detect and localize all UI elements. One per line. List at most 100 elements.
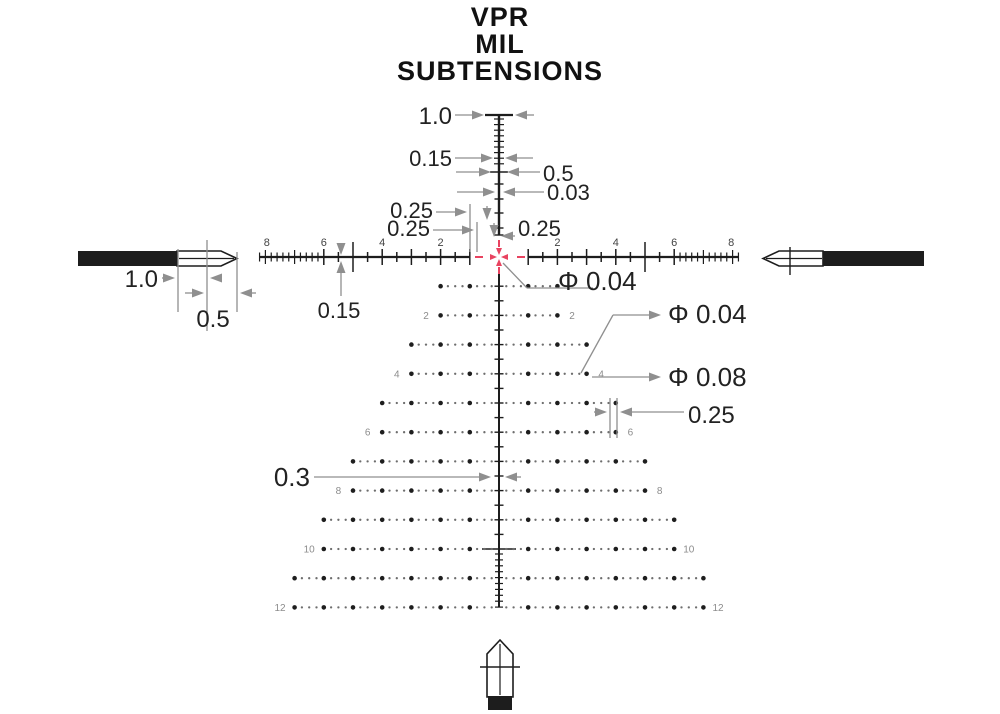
tree-dot-small [432, 606, 435, 609]
tree-dot-small [570, 372, 574, 375]
tree-dot-large [467, 605, 473, 610]
tree-dot-small [512, 431, 515, 434]
tree-dot-small [519, 547, 523, 551]
tree-dot-small [548, 431, 552, 434]
tree-dot-small [505, 577, 508, 580]
tree-row-label-left-2: 2 [423, 311, 429, 322]
annotation-large-dot-diameter: Φ 0.08 [592, 362, 747, 392]
tree-dot-large [467, 546, 473, 552]
tree-dot-small [519, 577, 523, 580]
tree-dot-small [636, 460, 639, 463]
tree-dot-large [525, 400, 531, 406]
tree-dot-small [651, 518, 654, 521]
title-line-2: MIL [475, 29, 525, 59]
tree-dot-small [483, 518, 486, 521]
tree-dot-small [424, 489, 428, 492]
right-post-solid-bar [823, 251, 924, 266]
tree-dot-small [432, 547, 435, 551]
tree-row-label-left-6: 6 [365, 428, 371, 439]
tree-dot-small [475, 518, 479, 521]
arrowhead-right [455, 207, 467, 217]
tree-dot-small [592, 518, 596, 521]
tree-dot-small [512, 489, 515, 492]
tree-dot-large [438, 605, 443, 610]
tree-dot-small [519, 518, 523, 521]
tree-dot-small [541, 431, 544, 434]
tree-dot-large [438, 488, 443, 493]
tree-dot-small [534, 577, 537, 580]
annotation-label-lower-line-measure: 0.3 [274, 462, 310, 492]
tree-dot-small [417, 460, 420, 463]
tree-row-label-left-8: 8 [336, 486, 342, 497]
tree-dot-small [432, 372, 435, 375]
tree-dot-small [483, 547, 486, 551]
tree-dot-small [621, 489, 625, 492]
tree-dot-small [490, 547, 493, 551]
arrowhead-down [496, 248, 502, 255]
tree-dot-small [519, 314, 523, 317]
tree-dot-small [424, 518, 428, 521]
tree-dot-large [584, 605, 589, 610]
left-post [78, 250, 239, 267]
tree-dot-small [519, 343, 523, 346]
tree-dot-small [578, 372, 581, 375]
tree-dot-small [505, 431, 508, 434]
tree-dot-large [642, 575, 648, 581]
tree-dot-large [584, 488, 589, 493]
tree-dot-large [379, 488, 385, 493]
tree-dot-large [642, 459, 648, 464]
tree-dot-large [613, 546, 619, 552]
arrowhead-left [507, 167, 519, 177]
tree-dot-small [388, 401, 391, 405]
tree-dot-small [424, 547, 428, 551]
tree-dot-small [505, 343, 508, 346]
tree-dot-small [337, 518, 340, 521]
annotation-label-top-crossbar-width: 1.0 [419, 103, 452, 130]
tree-row-label-left-4: 4 [394, 369, 400, 380]
tree-dot-small [512, 343, 515, 346]
tree-dot-small [519, 460, 523, 463]
tree-dot-small [446, 285, 450, 288]
tree-dot-large [321, 546, 327, 552]
tree-dot-small [600, 547, 603, 551]
arrowhead-right [479, 167, 491, 177]
tree-dot-large [642, 517, 648, 523]
tree-dot-small [483, 401, 486, 405]
arrowhead-left [501, 231, 513, 241]
tree-dot-small [475, 314, 479, 317]
tree-dot-small [548, 314, 552, 317]
tree-dot-small [512, 401, 515, 405]
tree-dot-large [584, 400, 589, 406]
tree-dot-small [308, 577, 311, 580]
tree-dot-small [373, 547, 377, 551]
tree-dot-small [651, 577, 654, 580]
tree-dot-small [490, 577, 493, 580]
tree-row-label-left-12: 12 [274, 603, 286, 614]
tree-dot-small [534, 606, 537, 609]
tree-dot-large [350, 605, 356, 610]
tree-dot-large [467, 371, 473, 377]
tree-dot-small [475, 606, 479, 609]
tree-dot-small [454, 372, 457, 375]
tree-dot-small [534, 518, 537, 521]
tree-dot-large [555, 459, 560, 464]
bottom-post [480, 638, 520, 710]
tree-dot-small [505, 372, 508, 375]
tree-dot-small [570, 518, 574, 521]
tree-dot-small [417, 372, 420, 375]
tree-dot-small [548, 518, 552, 521]
tree-dot-large [671, 546, 677, 552]
tree-dot-small [337, 547, 340, 551]
tree-dot-small [541, 547, 544, 551]
tree-dot-large [409, 459, 414, 464]
tree-dot-small [454, 489, 457, 492]
tree-dot-large [671, 605, 677, 610]
tree-dot-small [417, 343, 420, 346]
tree-dot-small [461, 314, 464, 317]
tree-dot-small [417, 547, 420, 551]
tree-dot-small [512, 314, 515, 317]
tree-dot-small [592, 547, 596, 551]
tree-dot-small [300, 577, 304, 580]
tree-dot-small [534, 343, 537, 346]
tree-dot-large [525, 517, 531, 523]
